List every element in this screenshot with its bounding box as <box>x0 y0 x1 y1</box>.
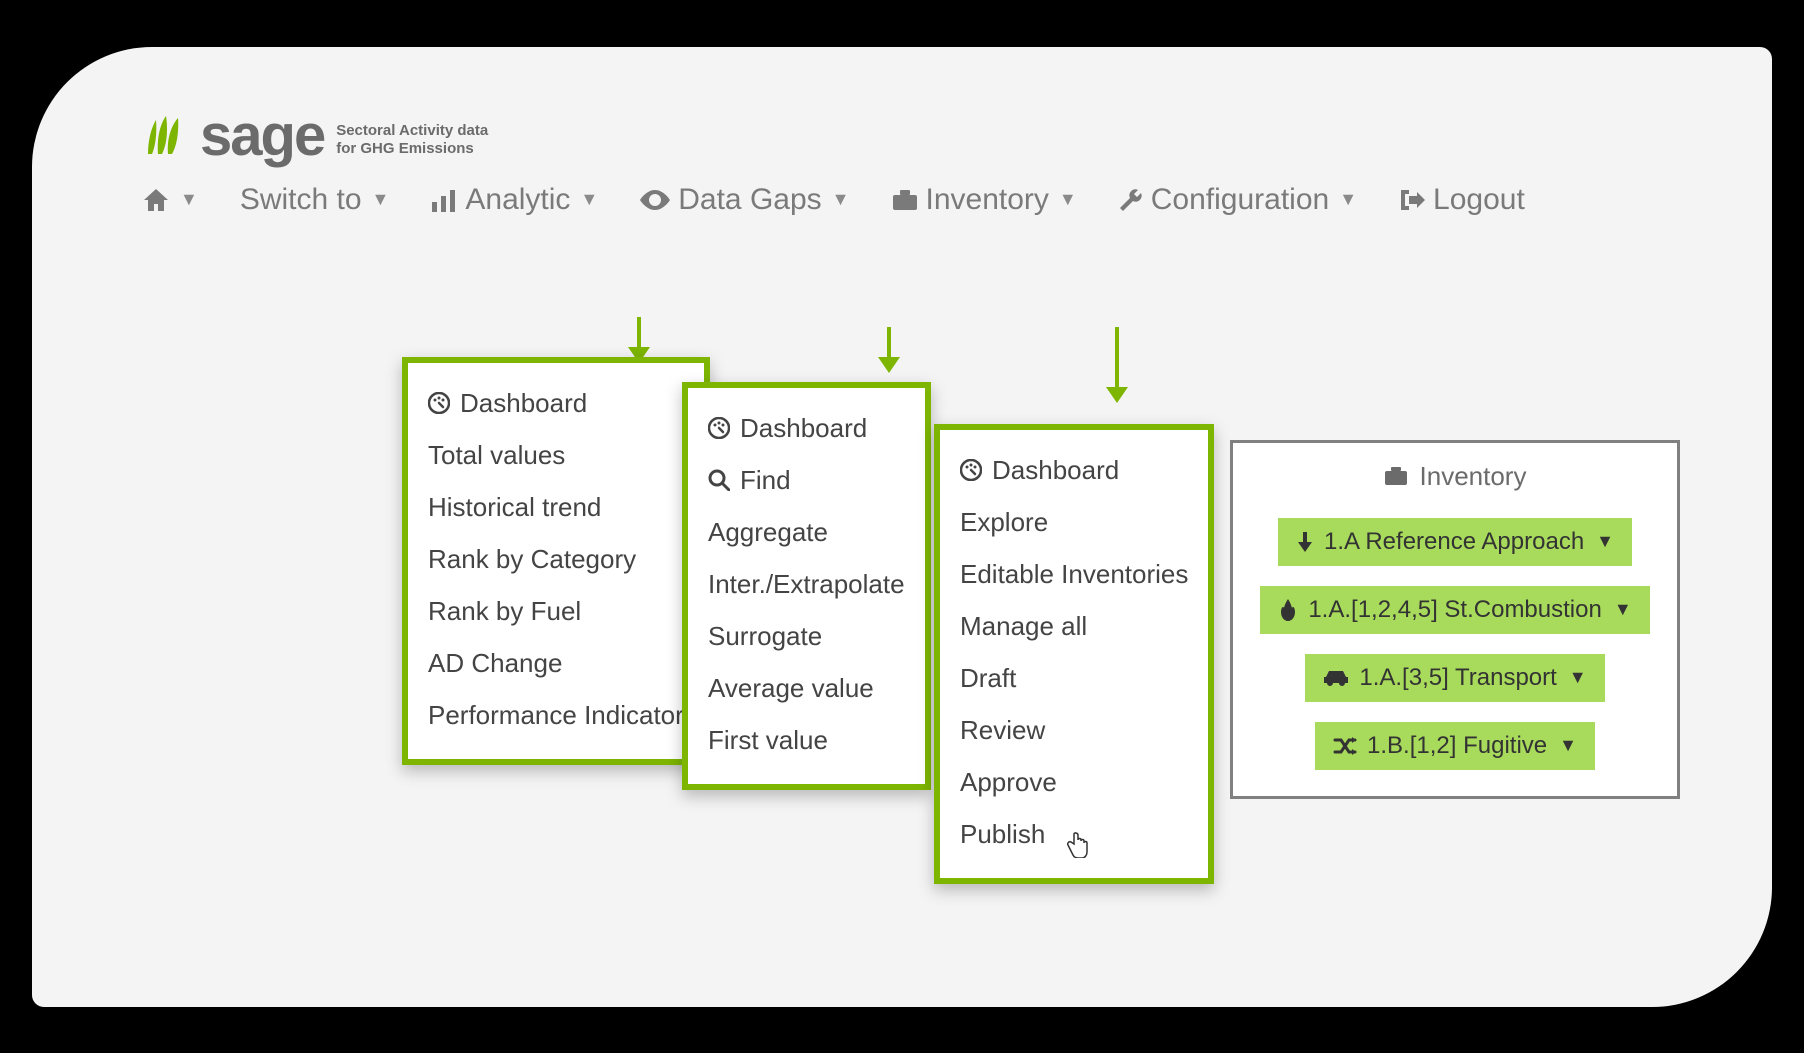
nav-switch-label: Switch to <box>240 183 362 217</box>
datagaps-item-surrogate[interactable]: Surrogate <box>708 610 905 662</box>
inventory-item-explore[interactable]: Explore <box>960 496 1188 548</box>
inventory-btn-combustion-label: 1.A.[1,2,4,5] St.Combustion <box>1308 596 1602 624</box>
inventory-btn-reference-label: 1.A Reference Approach <box>1324 528 1584 556</box>
nav-logout[interactable]: Logout <box>1399 183 1525 217</box>
analytic-dropdown-head-label: Dashboard <box>460 377 587 429</box>
analytic-item-rank-fuel[interactable]: Rank by Fuel <box>428 585 684 637</box>
nav-analytic-label: Analytic <box>465 183 570 217</box>
shuffle-icon <box>1333 736 1357 756</box>
nav-configuration-label: Configuration <box>1151 183 1329 217</box>
inventory-panel-title: Inventory <box>1384 461 1527 492</box>
analytic-dropdown: Dashboard Total values Historical trend … <box>402 357 710 765</box>
arrow-down-icon <box>1296 532 1314 552</box>
nav-home[interactable]: ▼ <box>142 187 198 213</box>
inventory-item-draft[interactable]: Draft <box>960 652 1188 704</box>
chevron-down-icon: ▼ <box>1059 189 1077 210</box>
inventory-dropdown-head-label: Dashboard <box>992 444 1119 496</box>
analytic-item-performance[interactable]: Performance Indicator <box>428 689 684 741</box>
datagaps-item-interp[interactable]: Inter./Extrapolate <box>708 558 905 610</box>
logo-word: sage <box>200 107 324 165</box>
inventory-item-approve[interactable]: Approve <box>960 756 1188 808</box>
car-icon <box>1323 669 1349 687</box>
inventory-item-editable[interactable]: Editable Inventories <box>960 548 1188 600</box>
chevron-down-icon: ▼ <box>1596 531 1614 552</box>
analytic-item-total-values[interactable]: Total values <box>428 429 684 481</box>
leaf-logo-icon <box>142 114 188 158</box>
chevron-down-icon: ▼ <box>832 189 850 210</box>
nav-datagaps-label: Data Gaps <box>678 183 821 217</box>
nav-datagaps[interactable]: Data Gaps ▼ <box>640 183 849 217</box>
logo-tagline: Sectoral Activity data for GHG Emissions <box>336 122 488 158</box>
inventory-dropdown-head[interactable]: Dashboard <box>960 444 1188 496</box>
nav-logout-label: Logout <box>1433 183 1525 217</box>
chevron-down-icon: ▼ <box>180 189 198 210</box>
chevron-down-icon: ▼ <box>372 189 390 210</box>
inventory-btn-fugitive[interactable]: 1.B.[1,2] Fugitive ▼ <box>1315 722 1595 770</box>
inventory-item-review[interactable]: Review <box>960 704 1188 756</box>
logo-tagline-2: for GHG Emissions <box>336 140 474 157</box>
fire-icon <box>1278 599 1298 621</box>
top-nav: ▼ Switch to ▼ Analytic ▼ Data Gaps ▼ Inv… <box>142 183 1702 217</box>
datagaps-dropdown: Dashboard Find Aggregate Inter./Extrapol… <box>682 382 931 790</box>
chevron-down-icon: ▼ <box>1569 667 1587 688</box>
analytic-item-rank-category[interactable]: Rank by Category <box>428 533 684 585</box>
gauge-icon <box>428 392 450 414</box>
logo-block: sage Sectoral Activity data for GHG Emis… <box>142 107 1702 165</box>
inventory-dropdown: Dashboard Explore Editable Inventories M… <box>934 424 1214 884</box>
app-frame: sage Sectoral Activity data for GHG Emis… <box>32 47 1772 1007</box>
analytic-dropdown-head[interactable]: Dashboard <box>428 377 684 429</box>
inventory-panel-title-label: Inventory <box>1420 461 1527 492</box>
gauge-icon <box>708 417 730 439</box>
briefcase-icon <box>892 189 918 211</box>
analytic-item-ad-change[interactable]: AD Change <box>428 637 684 689</box>
chevron-down-icon: ▼ <box>1559 735 1577 756</box>
datagaps-dropdown-head[interactable]: Dashboard <box>708 402 905 454</box>
briefcase-icon <box>1384 466 1408 486</box>
datagaps-find-label: Find <box>740 454 791 506</box>
logo-tagline-1: Sectoral Activity data <box>336 122 488 139</box>
pointer-cursor-icon <box>1066 832 1088 858</box>
inventory-btn-transport[interactable]: 1.A.[3,5] Transport ▼ <box>1305 654 1604 702</box>
inventory-btn-reference[interactable]: 1.A Reference Approach ▼ <box>1278 518 1632 566</box>
chevron-down-icon: ▼ <box>1339 189 1357 210</box>
inventory-item-manage-all[interactable]: Manage all <box>960 600 1188 652</box>
inventory-btn-fugitive-label: 1.B.[1,2] Fugitive <box>1367 732 1547 760</box>
nav-inventory-label: Inventory <box>926 183 1049 217</box>
search-icon <box>708 469 730 491</box>
analytic-item-historical-trend[interactable]: Historical trend <box>428 481 684 533</box>
home-icon <box>142 187 170 213</box>
chevron-down-icon: ▼ <box>1614 599 1632 620</box>
logout-icon <box>1399 188 1425 212</box>
inventory-panel: Inventory 1.A Reference Approach ▼ 1.A.[… <box>1230 440 1680 799</box>
nav-analytic[interactable]: Analytic ▼ <box>431 183 598 217</box>
gauge-icon <box>960 459 982 481</box>
datagaps-dropdown-head-label: Dashboard <box>740 402 867 454</box>
eye-icon <box>640 190 670 210</box>
nav-configuration[interactable]: Configuration ▼ <box>1119 183 1357 217</box>
bar-chart-icon <box>431 188 457 212</box>
wrench-icon <box>1119 188 1143 212</box>
nav-switch-to[interactable]: Switch to ▼ <box>240 183 390 217</box>
inventory-btn-transport-label: 1.A.[3,5] Transport <box>1359 664 1556 692</box>
datagaps-item-average[interactable]: Average value <box>708 662 905 714</box>
datagaps-item-first[interactable]: First value <box>708 714 905 766</box>
nav-inventory[interactable]: Inventory ▼ <box>892 183 1077 217</box>
datagaps-item-aggregate[interactable]: Aggregate <box>708 506 905 558</box>
datagaps-item-find[interactable]: Find <box>708 454 905 506</box>
inventory-btn-combustion[interactable]: 1.A.[1,2,4,5] St.Combustion ▼ <box>1260 586 1649 634</box>
chevron-down-icon: ▼ <box>580 189 598 210</box>
